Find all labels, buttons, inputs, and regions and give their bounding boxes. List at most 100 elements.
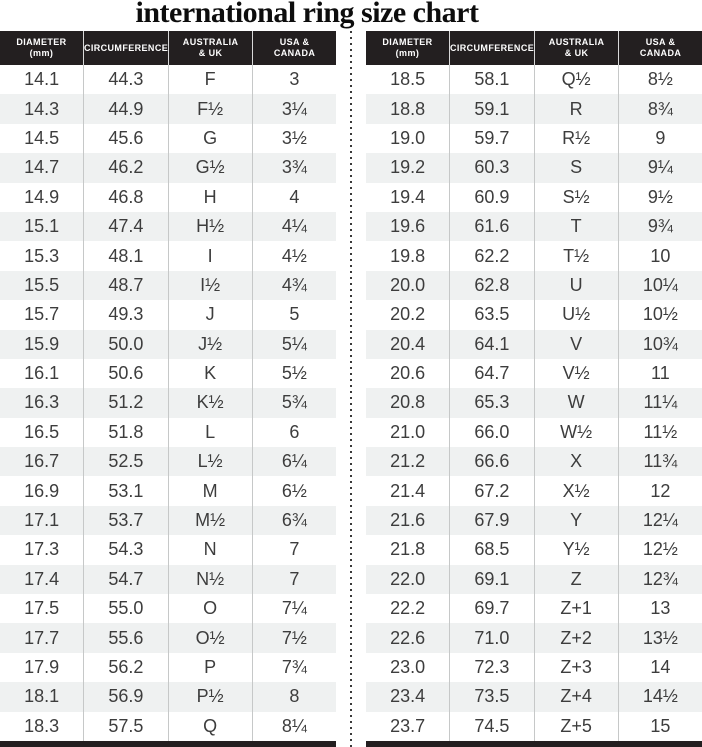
table-cell: 9¼ [647, 157, 673, 178]
table-cell: W [535, 388, 619, 418]
table-cell: 17.4 [0, 564, 85, 595]
table-cell: 46.8 [84, 182, 169, 212]
table-row: 16.9 53.1 M 6½ [0, 476, 336, 506]
table-row: 20.6 64.7 V½ 11 [366, 358, 702, 389]
table-cell: 10 [650, 245, 671, 266]
table-row: 14.7 46.2 G½ 3¾ [0, 153, 336, 183]
table-row: 15.7 49.3 J 5 [0, 300, 336, 330]
table-cell: S½ [535, 182, 619, 212]
table-cell: 20.4 [366, 329, 451, 359]
table-cell: 16.3 [0, 388, 85, 418]
table-cell: 14.9 [0, 182, 85, 212]
column-header: USA & CANADA [252, 31, 336, 65]
table-cell: 17.5 [0, 594, 85, 624]
table-row: 17.1 53.7 M½ 6¾ [0, 505, 336, 536]
table-cell: 45.6 [84, 123, 169, 154]
table-cell: 62.8 [450, 270, 535, 301]
table-cell: O½ [169, 623, 253, 653]
table-cell: 68.5 [450, 535, 535, 565]
table-cell: M½ [169, 505, 253, 536]
table-cell: 19.2 [366, 153, 451, 183]
table-cell: 3½ [281, 127, 307, 148]
table-cell: 48.7 [84, 270, 169, 301]
table-row: 23.0 72.3 Z+3 14 [366, 652, 702, 683]
table-cell: 11½ [643, 421, 678, 442]
table-cell: 10¾ [642, 333, 678, 354]
table-cell: 3 [289, 69, 300, 90]
table-cell: 20.6 [366, 358, 451, 389]
table-row: 22.2 69.7 Z+1 13 [366, 594, 702, 624]
table-cell: 55.6 [84, 623, 169, 653]
table-cell: 60.9 [450, 182, 535, 212]
table-row: 15.1 47.4 H½ 4¼ [0, 211, 336, 242]
table-cell: V½ [535, 358, 619, 389]
table-cell: 4 [289, 186, 300, 207]
table-row: 18.8 59.1 R 8¾ [366, 94, 702, 124]
table-cell: 52.5 [84, 447, 169, 477]
column-header: DIAMETER (mm) [16, 37, 67, 58]
table-row: 16.3 51.2 K½ 5¾ [0, 388, 336, 418]
table-cell: 14.1 [0, 65, 85, 95]
table-cell: S [535, 153, 619, 183]
table-cell: J [169, 300, 253, 330]
table-row: 17.7 55.6 O½ 7½ [0, 623, 336, 653]
table-cell: V [535, 329, 619, 359]
table-cell: 23.4 [366, 682, 451, 712]
table-row: 14.5 45.6 G 3½ [0, 123, 336, 154]
table-cell: 14.3 [0, 94, 85, 124]
table-cell: I [169, 241, 253, 271]
table-row: 17.4 54.7 N½ 7 [0, 564, 336, 595]
table-cell: 21.6 [366, 505, 451, 536]
table-cell: 15.9 [0, 329, 85, 359]
table-cell: 7 [289, 539, 300, 560]
table-row: 18.3 57.5 Q 8¼ [0, 711, 336, 741]
table-row: 15.3 48.1 I 4½ [0, 241, 336, 271]
table-row: 17.9 56.2 P 7¾ [0, 652, 336, 683]
table-cell: W½ [535, 417, 619, 448]
table-cell: 50.6 [84, 358, 169, 389]
table-cell: 14.5 [0, 123, 85, 154]
table-row: 21.0 66.0 W½ 11½ [366, 417, 702, 448]
table-cell: 14½ [642, 686, 678, 707]
table-cell: L [169, 417, 253, 448]
table-cell: 7¼ [281, 598, 307, 619]
table-row: 14.3 44.9 F½ 3¼ [0, 94, 336, 124]
table-cell: 59.1 [450, 94, 535, 124]
column-header: DIAMETER (mm) [382, 37, 433, 58]
ring-size-table-right: DIAMETER (mm) CIRCUMFERENCE AUSTRALIA & UK US… [366, 31, 702, 747]
table-cell: 61.6 [450, 211, 535, 242]
column-header: CIRCUMFERENCE [82, 31, 168, 65]
table-row: 16.5 51.8 L 6 [0, 417, 336, 448]
table-cell: 3¾ [281, 157, 307, 178]
table-cell: 5 [289, 304, 300, 325]
table-cell: 8 [289, 686, 300, 707]
table-cell: F½ [169, 94, 253, 124]
table-cell: 73.5 [450, 682, 535, 712]
table-cell: 59.7 [450, 123, 535, 154]
table-cell: 60.3 [450, 153, 535, 183]
table-cell: 18.8 [366, 94, 451, 124]
table-cell: 71.0 [450, 623, 535, 653]
table-cell: 11¾ [643, 451, 678, 472]
table-cell: 5¾ [281, 392, 307, 413]
table-cell: 21.8 [366, 535, 451, 565]
table-cell: 74.5 [450, 711, 535, 741]
table-row: 20.4 64.1 V 10¾ [366, 329, 702, 359]
table-cell: 6¾ [281, 510, 307, 531]
table-body: 18.5 58.1 Q½ 8½ 18.8 59.1 R 8¾ 19.0 59.7 R½ 9 19.2 60… [366, 65, 702, 741]
table-row: 20.0 62.8 U 10¼ [366, 270, 702, 301]
table-row: 14.9 46.8 H 4 [0, 182, 336, 212]
table-bottom-bar [366, 741, 702, 747]
table-row: 19.0 59.7 R½ 9 [366, 123, 702, 154]
table-cell: P [169, 652, 253, 683]
table-cell: X [535, 447, 619, 477]
table-cell: Q [169, 711, 253, 741]
table-cell: Z+4 [535, 682, 619, 712]
column-header: USA & CANADA [618, 31, 702, 65]
table-cell: 44.9 [84, 94, 169, 124]
table-cell: 66.6 [450, 447, 535, 477]
table-cell: 15.1 [0, 211, 85, 242]
table-cell: Z+3 [535, 652, 619, 683]
table-row: 23.4 73.5 Z+4 14½ [366, 682, 702, 712]
